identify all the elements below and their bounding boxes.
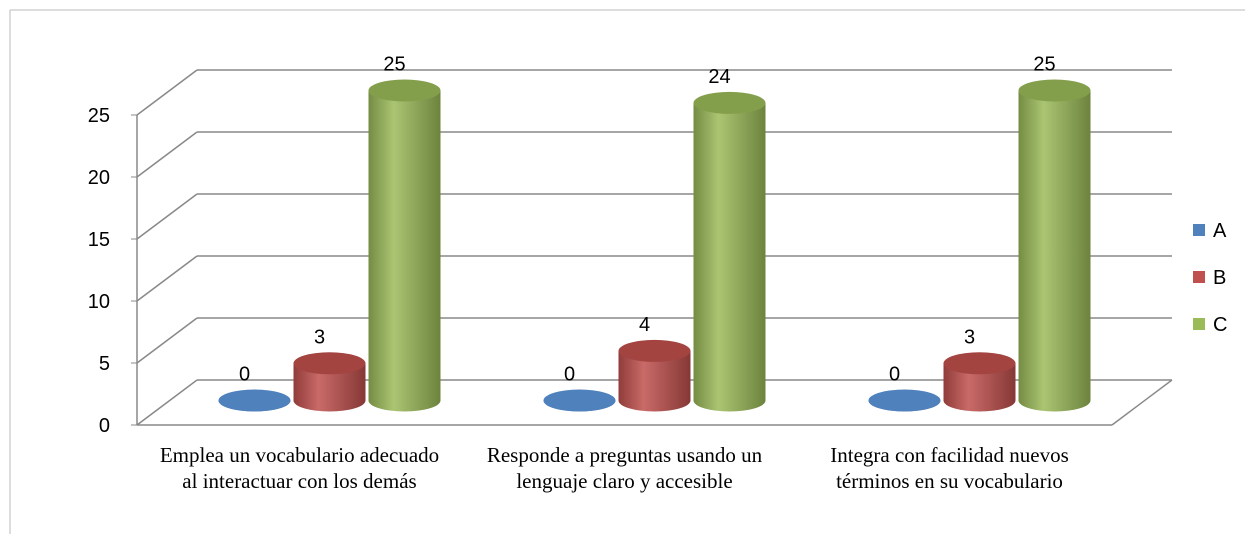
bar-body [618, 350, 691, 412]
grid-line [136, 255, 198, 302]
legend-swatch [1193, 224, 1205, 236]
legend-label: A [1213, 220, 1227, 242]
x-tick-label: Emplea un vocabulario adecuado al intera… [159, 443, 440, 493]
bar [943, 352, 1016, 412]
legend-label: B [1213, 267, 1226, 289]
bar-top [943, 352, 1016, 375]
bar-body [368, 90, 441, 412]
bar [1018, 79, 1091, 412]
bar [868, 389, 941, 412]
value-label: 0 [889, 364, 900, 386]
legend-label: C [1213, 314, 1227, 336]
legend-swatch [1193, 318, 1205, 330]
bar-top [543, 389, 616, 412]
floor-edge [1111, 379, 1173, 426]
bar [293, 352, 366, 412]
value-label: 0 [564, 364, 575, 386]
bar [218, 389, 291, 412]
value-label: 4 [639, 314, 650, 336]
bar-top [368, 79, 441, 102]
legend-swatch [1193, 271, 1205, 283]
bar-top [618, 339, 691, 362]
bar-top [218, 389, 291, 412]
bar-body [1018, 90, 1091, 412]
grid-line [136, 193, 198, 240]
value-label: 24 [708, 66, 730, 88]
value-label: 25 [1033, 54, 1055, 76]
bar [693, 91, 766, 412]
bar-body [293, 363, 366, 412]
y-tick-label: 5 [99, 353, 110, 375]
y-tick-label: 10 [88, 291, 110, 313]
y-tick-label: 25 [88, 105, 110, 127]
x-tick-label: Integra con facilidad nuevos términos en… [830, 443, 1069, 493]
grid-line [136, 317, 198, 364]
bar [368, 79, 441, 412]
bar-body [943, 363, 1016, 412]
grid-line [136, 69, 198, 116]
value-label: 3 [964, 326, 975, 348]
bar-top [1018, 79, 1091, 102]
grid-line [136, 131, 198, 178]
bar-top [868, 389, 941, 412]
y-tick-label: 0 [99, 415, 110, 437]
y-tick-label: 15 [88, 229, 110, 251]
value-label: 3 [314, 326, 325, 348]
x-tick-label: Responde a preguntas usando un lenguaje … [486, 443, 763, 493]
bar-top [293, 352, 366, 375]
value-label: 0 [239, 364, 250, 386]
bar-top [693, 91, 766, 114]
bar-body [693, 102, 766, 412]
y-tick-label: 20 [88, 167, 110, 189]
bar [618, 339, 691, 412]
value-label: 25 [383, 54, 405, 76]
grid-line [136, 379, 198, 426]
bar [543, 389, 616, 412]
